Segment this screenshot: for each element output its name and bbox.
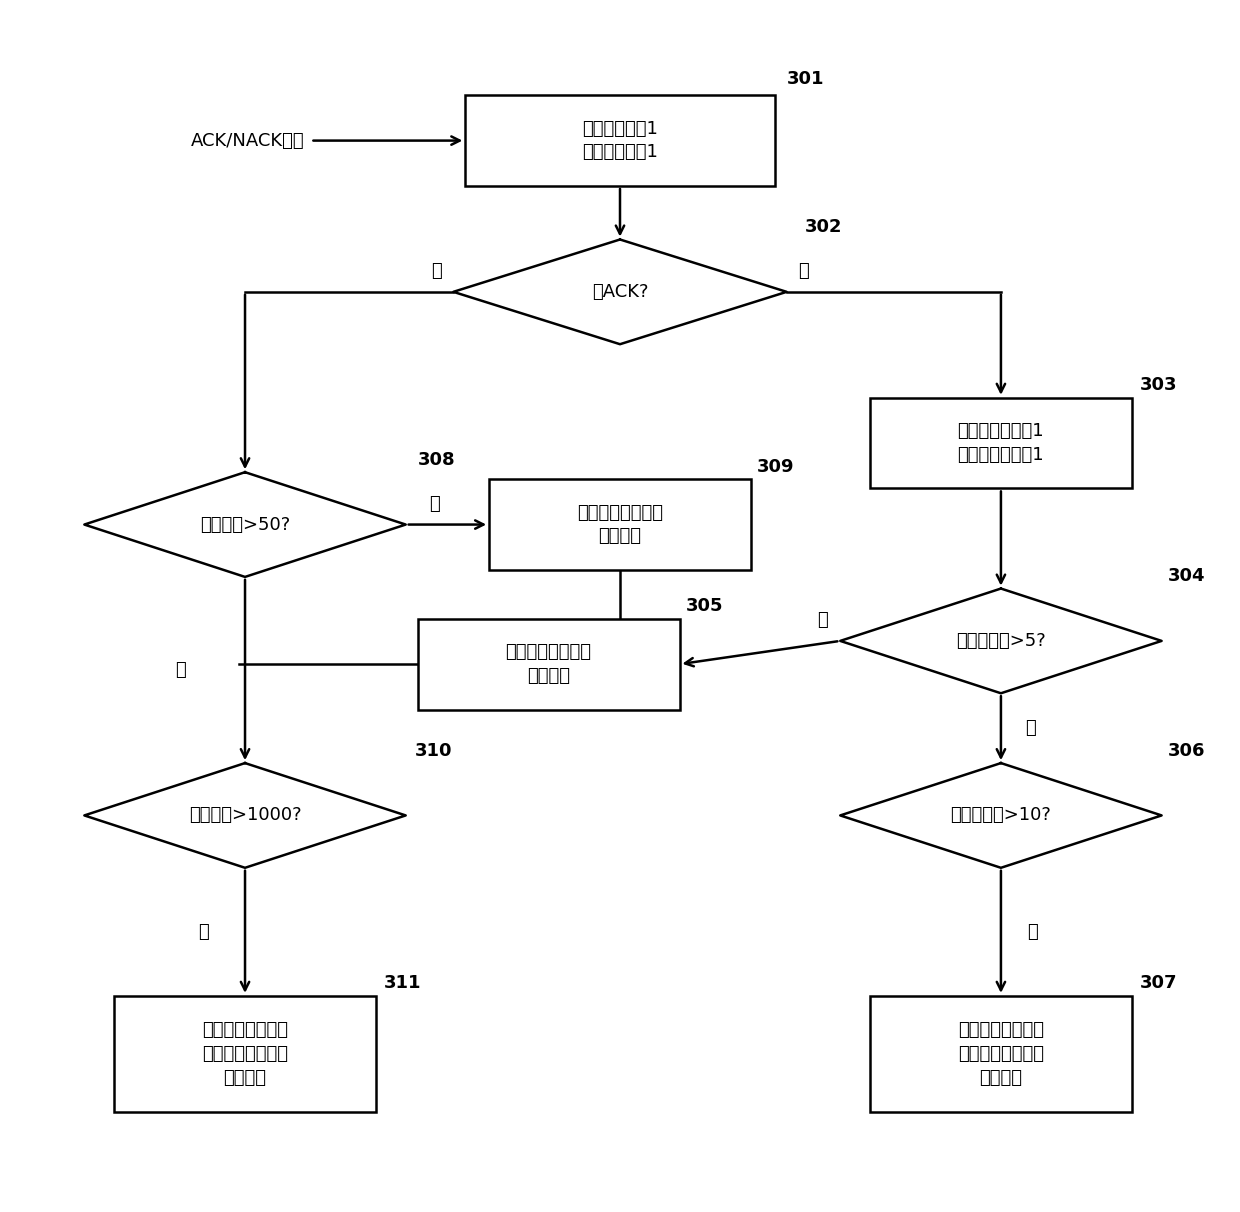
Text: 第二总数和第二错
误数清零: 第二总数和第二错 误数清零 (577, 504, 663, 545)
FancyBboxPatch shape (870, 996, 1132, 1113)
Text: 是: 是 (430, 262, 441, 280)
Text: 是ACK?: 是ACK? (591, 282, 649, 301)
FancyBboxPatch shape (114, 996, 376, 1113)
Text: 是: 是 (198, 922, 210, 941)
Text: 303: 303 (1141, 376, 1178, 394)
Text: 否: 否 (1024, 719, 1035, 737)
Text: 309: 309 (756, 458, 795, 475)
Text: 否: 否 (175, 661, 186, 679)
Text: 305: 305 (686, 598, 723, 616)
Text: 第一错误数增加1
第二错误数增加1: 第一错误数增加1 第二错误数增加1 (957, 422, 1044, 464)
Text: 第一总数增加1
第二总数增加1: 第一总数增加1 第二总数增加1 (582, 120, 658, 161)
Text: 311: 311 (384, 974, 422, 993)
FancyBboxPatch shape (489, 479, 751, 570)
Text: 否: 否 (799, 262, 810, 280)
Text: 第一错误数>5?: 第一错误数>5? (956, 631, 1045, 650)
Text: 第一总数>1000?: 第一总数>1000? (188, 806, 301, 824)
Text: 304: 304 (1168, 567, 1205, 585)
Text: 301: 301 (786, 70, 825, 88)
Text: 第一总数和第一错
误数清零: 第一总数和第一错 误数清零 (506, 644, 591, 685)
FancyBboxPatch shape (870, 398, 1132, 488)
Text: 减小传输块大小，
第二总数和第二错
误数清零: 减小传输块大小， 第二总数和第二错 误数清零 (959, 1022, 1044, 1086)
Text: 310: 310 (415, 742, 453, 760)
Text: 308: 308 (418, 451, 455, 469)
Text: 302: 302 (805, 218, 842, 236)
Text: 是: 是 (1027, 922, 1038, 941)
Text: 是: 是 (817, 611, 828, 629)
Text: 307: 307 (1141, 974, 1178, 993)
Text: ACK/NACK输入: ACK/NACK输入 (191, 132, 305, 149)
Text: 第二总数>50?: 第二总数>50? (200, 515, 290, 533)
Text: 增加传输块大小，
第一总数和第一错
误数清零: 增加传输块大小， 第一总数和第一错 误数清零 (202, 1022, 288, 1086)
FancyBboxPatch shape (418, 619, 680, 709)
Text: 是: 是 (429, 494, 440, 513)
Text: 306: 306 (1168, 742, 1205, 760)
FancyBboxPatch shape (465, 96, 775, 185)
Text: 第二错误数>10?: 第二错误数>10? (951, 806, 1052, 824)
